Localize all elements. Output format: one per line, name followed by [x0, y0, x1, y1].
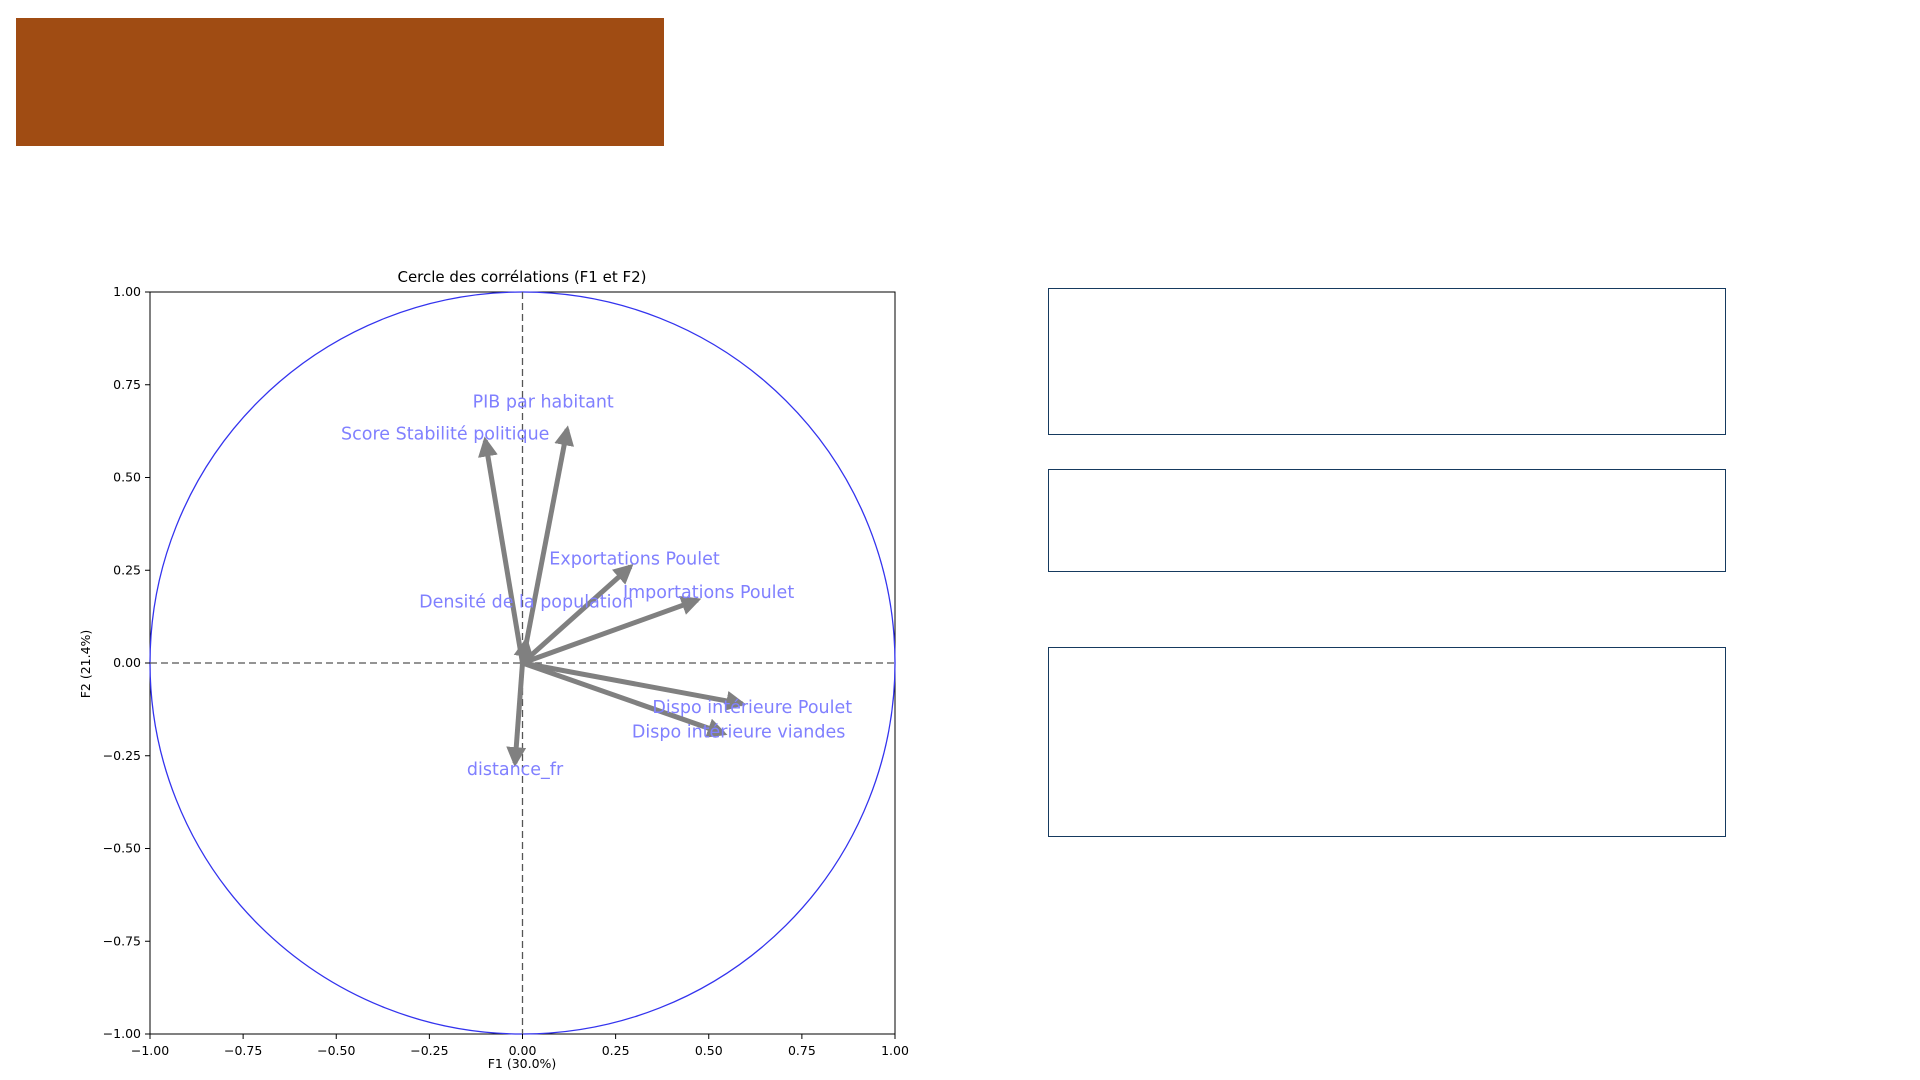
x-tick-label: −1.00 — [131, 1043, 169, 1058]
y-tick-label: 0.50 — [113, 470, 141, 485]
y-tick-label: 0.25 — [113, 562, 141, 577]
text-box-1 — [1048, 288, 1726, 435]
chart-title: Cercle des corrélations (F1 et F2) — [397, 268, 646, 286]
x-tick-label: −0.25 — [410, 1043, 448, 1058]
y-tick-label: −0.50 — [103, 841, 141, 856]
y-tick-label: 0.75 — [113, 377, 141, 392]
y-tick-label: −0.75 — [103, 933, 141, 948]
variable-label: Importations Poulet — [623, 583, 794, 603]
text-box-2 — [1048, 469, 1726, 572]
variable-label: Exportations Poulet — [549, 550, 720, 570]
y-tick-label: 1.00 — [113, 284, 141, 299]
loading-arrow — [520, 425, 575, 664]
variable-label: Score Stabilité politique — [341, 424, 549, 444]
loading-arrow — [506, 662, 527, 768]
plot-area: −1.00 −1.00 −0.75 −0.75 −0.50 −0.50 −0.25 −0.25… — [103, 284, 909, 1058]
slide-title-bar — [16, 18, 664, 146]
x-tick-label: 0.75 — [788, 1043, 816, 1058]
y-tick-label: −0.25 — [103, 748, 141, 763]
variable-label: Densité de la population — [419, 593, 633, 613]
x-axis-label: F1 (30.0%) — [488, 1056, 557, 1071]
x-tick-label: 0.50 — [695, 1043, 723, 1058]
loading-arrow — [478, 436, 525, 664]
correlation-circle-chart: Cercle des corrélations (F1 et F2) F1 (3… — [78, 268, 909, 1071]
x-tick-label: 1.00 — [881, 1043, 909, 1058]
x-tick-label: −0.50 — [317, 1043, 355, 1058]
y-tick-label: −1.00 — [103, 1026, 141, 1041]
x-tick-label: 0.25 — [602, 1043, 630, 1058]
y-tick-label: 0.00 — [113, 655, 141, 670]
variable-label: PIB par habitant — [473, 392, 614, 412]
y-axis-label: F2 (21.4%) — [78, 630, 93, 699]
text-box-3 — [1048, 647, 1726, 837]
loading-arrow — [520, 563, 634, 665]
loading-arrow — [522, 660, 747, 711]
variable-label: distance_fr — [467, 760, 564, 780]
variable-label: Dispo intérieure Poulet — [652, 698, 852, 718]
loading-arrow — [521, 595, 702, 666]
loading-arrow — [521, 660, 728, 738]
loading-arrow — [513, 636, 534, 664]
x-tick-label: −0.75 — [224, 1043, 262, 1058]
x-tick-label: 0.00 — [509, 1043, 537, 1058]
variable-label: Dispo intérieure viandes — [632, 722, 846, 742]
